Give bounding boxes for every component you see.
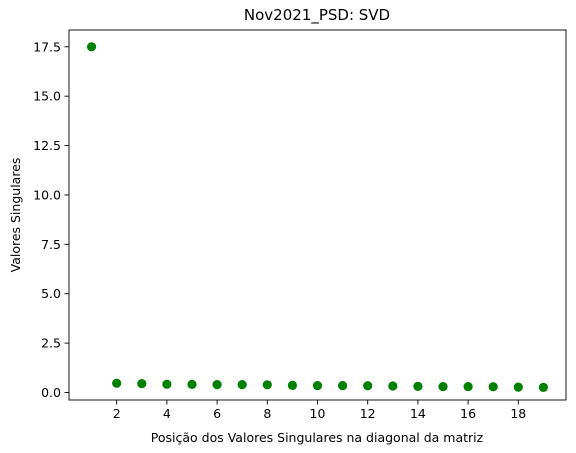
data-point	[463, 381, 473, 392]
data-point	[488, 382, 498, 392]
data-point	[187, 379, 197, 389]
y-axis-label: Valores Singulares	[8, 158, 23, 273]
y-tick-label: 12.5	[33, 138, 61, 153]
y-tick-label: 5.0	[41, 286, 61, 301]
data-point	[538, 382, 549, 392]
data-point	[338, 380, 348, 391]
data-point	[86, 42, 97, 52]
x-tick-label: 8	[263, 406, 271, 421]
x-tick-label: 4	[163, 406, 171, 421]
chart-title: Nov2021_PSD: SVD	[244, 6, 390, 25]
data-point	[513, 382, 523, 392]
y-axis: 0.0 2.5 5.0 7.5 10.0 12.5 15.0 17.5	[33, 39, 69, 400]
data-point	[287, 380, 297, 390]
data-point	[413, 381, 423, 391]
x-tick-label: 12	[360, 406, 376, 421]
x-axis: 2 4 6 8 10 12 14 16 18	[113, 400, 526, 421]
data-point	[237, 379, 247, 390]
x-tick-label: 6	[213, 406, 221, 421]
data-points	[86, 42, 549, 392]
y-tick-label: 17.5	[33, 39, 61, 54]
data-point	[112, 378, 122, 388]
data-point	[438, 381, 448, 392]
x-tick-label: 16	[460, 406, 476, 421]
data-point	[212, 379, 222, 390]
x-tick-label: 10	[310, 406, 326, 421]
data-point	[262, 380, 272, 390]
y-tick-label: 15.0	[33, 89, 61, 104]
y-tick-label: 0.0	[41, 385, 61, 400]
x-tick-label: 14	[410, 406, 426, 421]
y-tick-label: 10.0	[33, 187, 61, 202]
y-tick-label: 2.5	[41, 336, 61, 351]
x-tick-label: 2	[113, 406, 121, 421]
x-tick-label: 18	[510, 406, 526, 421]
data-point	[312, 380, 323, 391]
data-point	[162, 379, 172, 389]
data-point	[137, 379, 147, 389]
y-tick-label: 7.5	[41, 237, 61, 252]
data-point	[388, 381, 398, 391]
data-point	[363, 381, 373, 391]
x-axis-label: Posição dos Valores Singulares na diagon…	[151, 430, 484, 445]
